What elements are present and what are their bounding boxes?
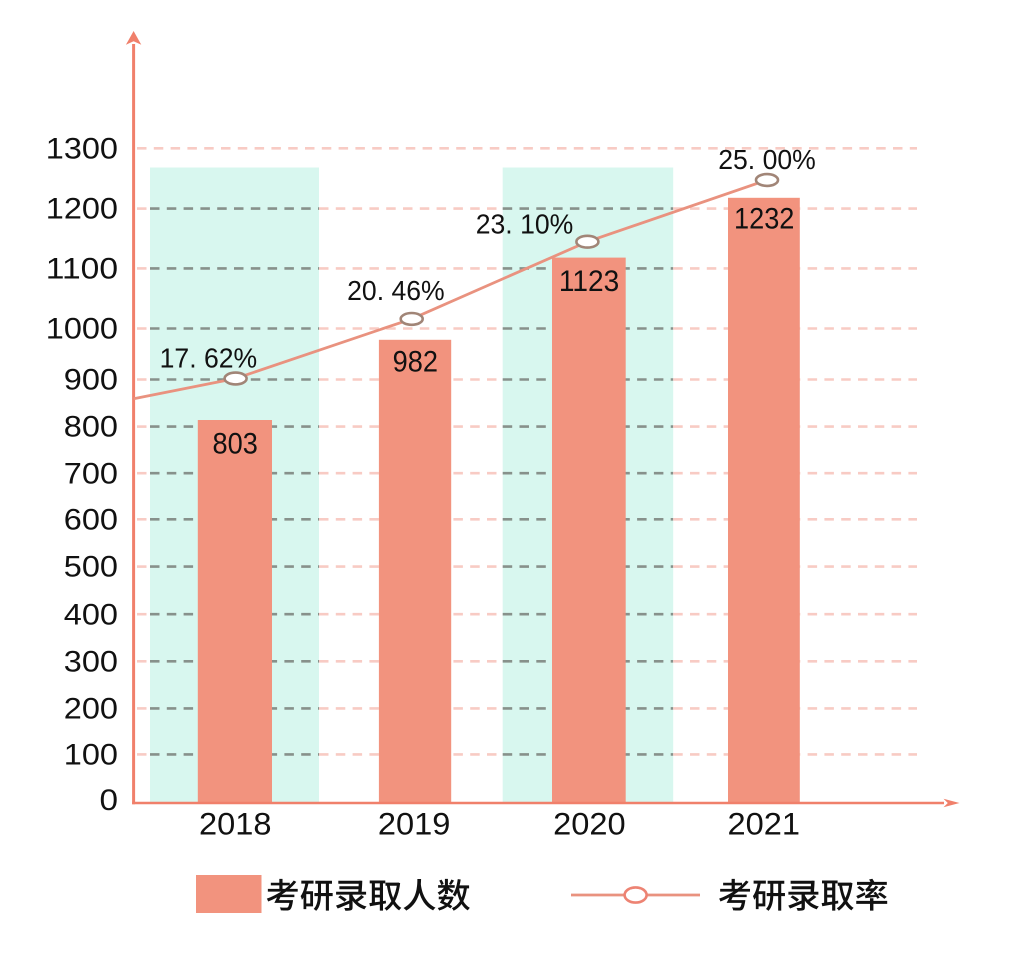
svg-text:23. 10%: 23. 10%	[476, 209, 574, 240]
svg-text:17. 62%: 17. 62%	[160, 343, 258, 374]
svg-text:982: 982	[393, 345, 438, 378]
svg-text:1200: 1200	[46, 193, 118, 226]
svg-text:100: 100	[64, 739, 118, 772]
svg-text:803: 803	[213, 427, 258, 460]
svg-text:25. 00%: 25. 00%	[718, 144, 816, 175]
svg-text:1232: 1232	[734, 203, 794, 236]
svg-text:900: 900	[64, 364, 118, 397]
svg-text:1123: 1123	[559, 265, 619, 298]
svg-text:800: 800	[64, 411, 118, 444]
svg-text:700: 700	[64, 457, 118, 490]
svg-text:2020: 2020	[553, 806, 626, 841]
svg-text:2019: 2019	[378, 806, 451, 841]
svg-text:500: 500	[64, 551, 118, 584]
svg-text:2018: 2018	[199, 806, 272, 841]
svg-text:2021: 2021	[728, 806, 801, 841]
svg-text:600: 600	[64, 503, 118, 536]
svg-text:1000: 1000	[46, 313, 118, 346]
svg-text:200: 200	[64, 693, 118, 726]
svg-text:20. 46%: 20. 46%	[347, 275, 445, 306]
svg-text:1300: 1300	[46, 132, 118, 165]
svg-text:400: 400	[64, 598, 118, 631]
svg-text:1100: 1100	[46, 253, 118, 286]
svg-text:0: 0	[100, 784, 119, 817]
svg-text:300: 300	[64, 645, 118, 678]
